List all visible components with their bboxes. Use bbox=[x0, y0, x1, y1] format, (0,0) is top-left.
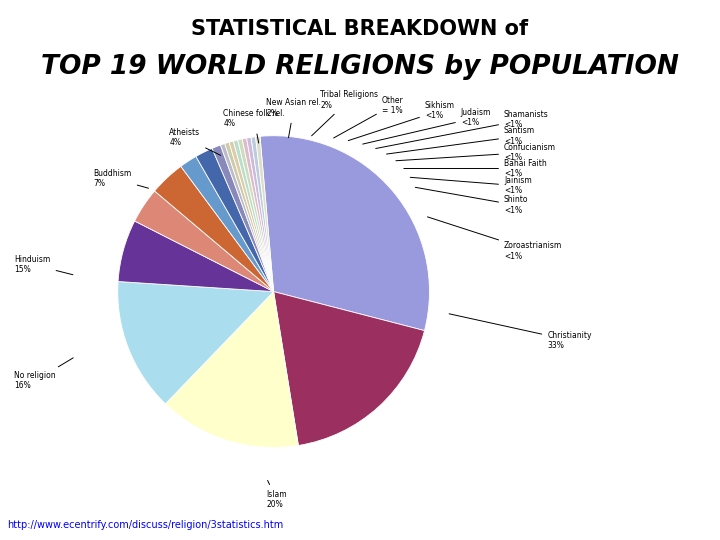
Text: TOP 19 WORLD RELIGIONS by POPULATION: TOP 19 WORLD RELIGIONS by POPULATION bbox=[41, 54, 679, 80]
Wedge shape bbox=[220, 144, 274, 292]
Text: Shamanists
<1%: Shamanists <1% bbox=[376, 110, 549, 148]
Text: Hinduism
15%: Hinduism 15% bbox=[14, 255, 73, 275]
Wedge shape bbox=[274, 292, 425, 446]
Text: Christianity
33%: Christianity 33% bbox=[449, 314, 592, 350]
Wedge shape bbox=[238, 139, 274, 292]
Text: Confucianism
<1%: Confucianism <1% bbox=[396, 143, 556, 162]
Wedge shape bbox=[155, 166, 274, 292]
Wedge shape bbox=[118, 281, 274, 404]
Text: New Asian rel.
2%: New Asian rel. 2% bbox=[266, 98, 321, 138]
Wedge shape bbox=[166, 292, 298, 448]
Wedge shape bbox=[256, 136, 274, 292]
Text: Atheists
4%: Atheists 4% bbox=[169, 128, 221, 156]
Wedge shape bbox=[246, 137, 274, 292]
Wedge shape bbox=[242, 138, 274, 292]
Text: No religion
16%: No religion 16% bbox=[14, 358, 73, 390]
Wedge shape bbox=[181, 157, 274, 292]
Text: Chinese folk rel.
4%: Chinese folk rel. 4% bbox=[223, 109, 285, 143]
Wedge shape bbox=[196, 148, 274, 292]
Wedge shape bbox=[212, 145, 274, 292]
Wedge shape bbox=[229, 141, 274, 292]
Text: Other
= 1%: Other = 1% bbox=[333, 96, 403, 138]
Wedge shape bbox=[135, 191, 274, 292]
Wedge shape bbox=[233, 140, 274, 292]
Text: Jainism
<1%: Jainism <1% bbox=[410, 176, 532, 195]
Text: Shinto
<1%: Shinto <1% bbox=[415, 187, 528, 215]
Text: STATISTICAL BREAKDOWN of: STATISTICAL BREAKDOWN of bbox=[192, 19, 528, 39]
Text: Buddhism
7%: Buddhism 7% bbox=[94, 168, 148, 188]
Wedge shape bbox=[118, 221, 274, 292]
Text: Islam
20%: Islam 20% bbox=[266, 481, 287, 509]
Text: http://www.ecentrify.com/discuss/religion/3statistics.htm: http://www.ecentrify.com/discuss/religio… bbox=[7, 520, 284, 530]
Text: Tribal Religions
2%: Tribal Religions 2% bbox=[312, 90, 379, 136]
Text: Sikhism
<1%: Sikhism <1% bbox=[348, 101, 455, 140]
Wedge shape bbox=[260, 136, 429, 330]
Text: Bahai Faith
<1%: Bahai Faith <1% bbox=[404, 159, 546, 178]
Wedge shape bbox=[251, 137, 274, 292]
Text: Zoroastrianism
<1%: Zoroastrianism <1% bbox=[428, 217, 562, 261]
Wedge shape bbox=[225, 142, 274, 292]
Text: Judaism
<1%: Judaism <1% bbox=[363, 108, 491, 144]
Text: Santism
<1%: Santism <1% bbox=[387, 126, 535, 154]
